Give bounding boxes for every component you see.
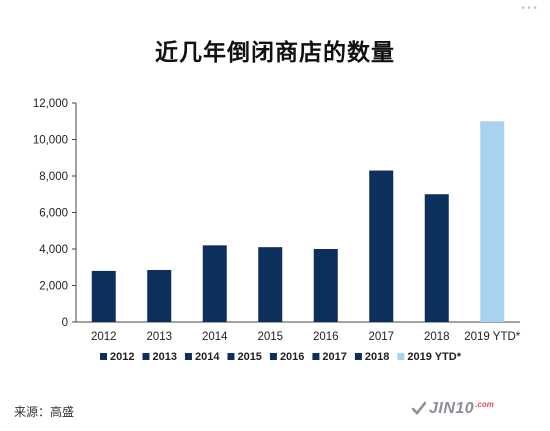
legend-swatch: [227, 353, 235, 360]
x-tick-label: 2019 YTD*: [464, 331, 521, 343]
bar-2015: [258, 247, 283, 322]
x-tick-label: 2015: [257, 331, 283, 343]
source-note: 来源：高盛: [14, 405, 75, 419]
chart-bars: [91, 121, 505, 322]
legend-swatch: [184, 353, 192, 360]
legend-label: 2015: [237, 351, 261, 363]
legend-swatch: [397, 353, 405, 360]
watermark-logo: JIN10.com: [411, 398, 494, 418]
y-tick-label: 12,000: [33, 98, 68, 110]
y-tick-label: 2,000: [39, 281, 68, 293]
y-tick-label: 8,000: [39, 171, 68, 183]
legend-label: 2012: [110, 351, 134, 363]
x-tick-label: 2016: [313, 331, 339, 343]
chart-title: 近几年倒闭商店的数量: [155, 39, 395, 66]
legend-swatch: [142, 353, 150, 360]
x-tick-label: 2014: [202, 331, 228, 343]
x-tick-labels: 2012 2013 2014 2015 2016 2017 2018 2019 YTD*: [91, 331, 521, 343]
chart-legend: 2012 2013 2014 2015 2016 2017 2018 2019 YTD*: [100, 351, 462, 363]
watermark-suffix: .com: [475, 400, 494, 409]
legend-label: 2013: [152, 351, 176, 363]
bar-2013: [147, 269, 172, 322]
bar-2014: [202, 245, 227, 322]
y-tick-label: 0: [62, 317, 68, 329]
bar-2012: [91, 270, 116, 322]
x-tick-label: 2017: [368, 331, 394, 343]
y-tick-label: 6,000: [39, 208, 68, 220]
y-tick-labels: 0 2,000 4,000 6,000 8,000 10,000 12,000: [33, 98, 68, 329]
bar-2018: [424, 194, 449, 322]
x-tick-label: 2012: [91, 331, 117, 343]
legend-swatch: [100, 353, 107, 360]
bar-2019-ytd-: [480, 121, 505, 322]
legend-label: 2018: [365, 351, 389, 363]
x-tick-label: 2013: [146, 331, 172, 343]
check-mark-icon: [411, 400, 427, 415]
watermark-text: JIN10: [429, 400, 475, 417]
x-tick-label: 2018: [424, 331, 450, 343]
legend-label: 2014: [195, 351, 220, 363]
corner-ellipsis-icon: •••: [520, 3, 538, 14]
y-tick-label: 4,000: [39, 244, 68, 256]
bar-2017: [369, 170, 394, 322]
legend-swatch: [312, 353, 320, 360]
legend-label: 2019 YTD*: [407, 351, 461, 363]
legend-label: 2016: [280, 351, 304, 363]
bar-2016: [313, 249, 338, 322]
y-tick-label: 10,000: [33, 135, 68, 147]
legend-swatch: [354, 353, 362, 360]
legend-label: 2017: [322, 351, 346, 363]
legend-swatch: [269, 353, 277, 360]
chart-axes: [72, 102, 520, 323]
